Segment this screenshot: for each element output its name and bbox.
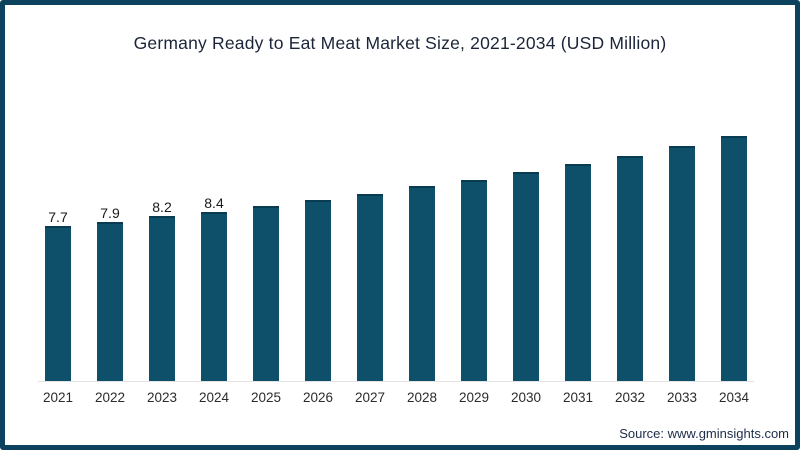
bar-2034 xyxy=(721,135,747,381)
bar-2033 xyxy=(669,145,695,381)
x-axis-tick-label: 2029 xyxy=(458,390,490,405)
x-axis-tick-label: 2026 xyxy=(302,390,334,405)
x-axis-tick-label: 2025 xyxy=(250,390,282,405)
x-axis-tick-label: 2024 xyxy=(198,390,230,405)
chart-title: Germany Ready to Eat Meat Market Size, 2… xyxy=(133,33,667,53)
bar-2023: 8.2 xyxy=(149,199,175,381)
x-axis-tick-label: 2021 xyxy=(42,390,74,405)
bar-value-label: 8.2 xyxy=(152,199,172,216)
plot-area: 7.7 7.9 8.2 8.4 xyxy=(45,135,747,381)
bar-2027 xyxy=(357,194,383,381)
x-axis-tick-label: 2030 xyxy=(510,390,542,405)
x-axis-tick-label: 2031 xyxy=(562,390,594,405)
bar-2022: 7.9 xyxy=(97,205,123,381)
bar-2025 xyxy=(253,206,279,381)
bar-2030 xyxy=(513,172,539,381)
x-axis-tick-label: 2022 xyxy=(94,390,126,405)
x-axis-tick-label: 2034 xyxy=(718,390,750,405)
x-axis-labels: 2021 2022 2023 2024 2025 2026 2027 2028 2029 2030… xyxy=(32,390,760,405)
x-axis-tick-label: 2027 xyxy=(354,390,386,405)
bar-value-label: 7.7 xyxy=(48,209,68,226)
x-axis-tick-label: 2032 xyxy=(614,390,646,405)
x-axis-tick-label: 2033 xyxy=(666,390,698,405)
x-axis-tick-label: 2023 xyxy=(146,390,178,405)
bar-2031 xyxy=(565,163,591,381)
source-credit: Source: www.gminsights.com xyxy=(619,426,789,441)
bar-2032 xyxy=(617,155,643,381)
bar-2021: 7.7 xyxy=(45,209,71,381)
x-axis-line xyxy=(38,381,754,382)
bar-value-label: 7.9 xyxy=(100,205,120,222)
bar-2029 xyxy=(461,180,487,381)
x-axis-tick-label: 2028 xyxy=(406,390,438,405)
bar-value-label: 8.4 xyxy=(204,195,224,212)
bar-2024: 8.4 xyxy=(201,195,227,381)
bar-2028 xyxy=(409,186,435,381)
bar-2026 xyxy=(305,200,331,381)
